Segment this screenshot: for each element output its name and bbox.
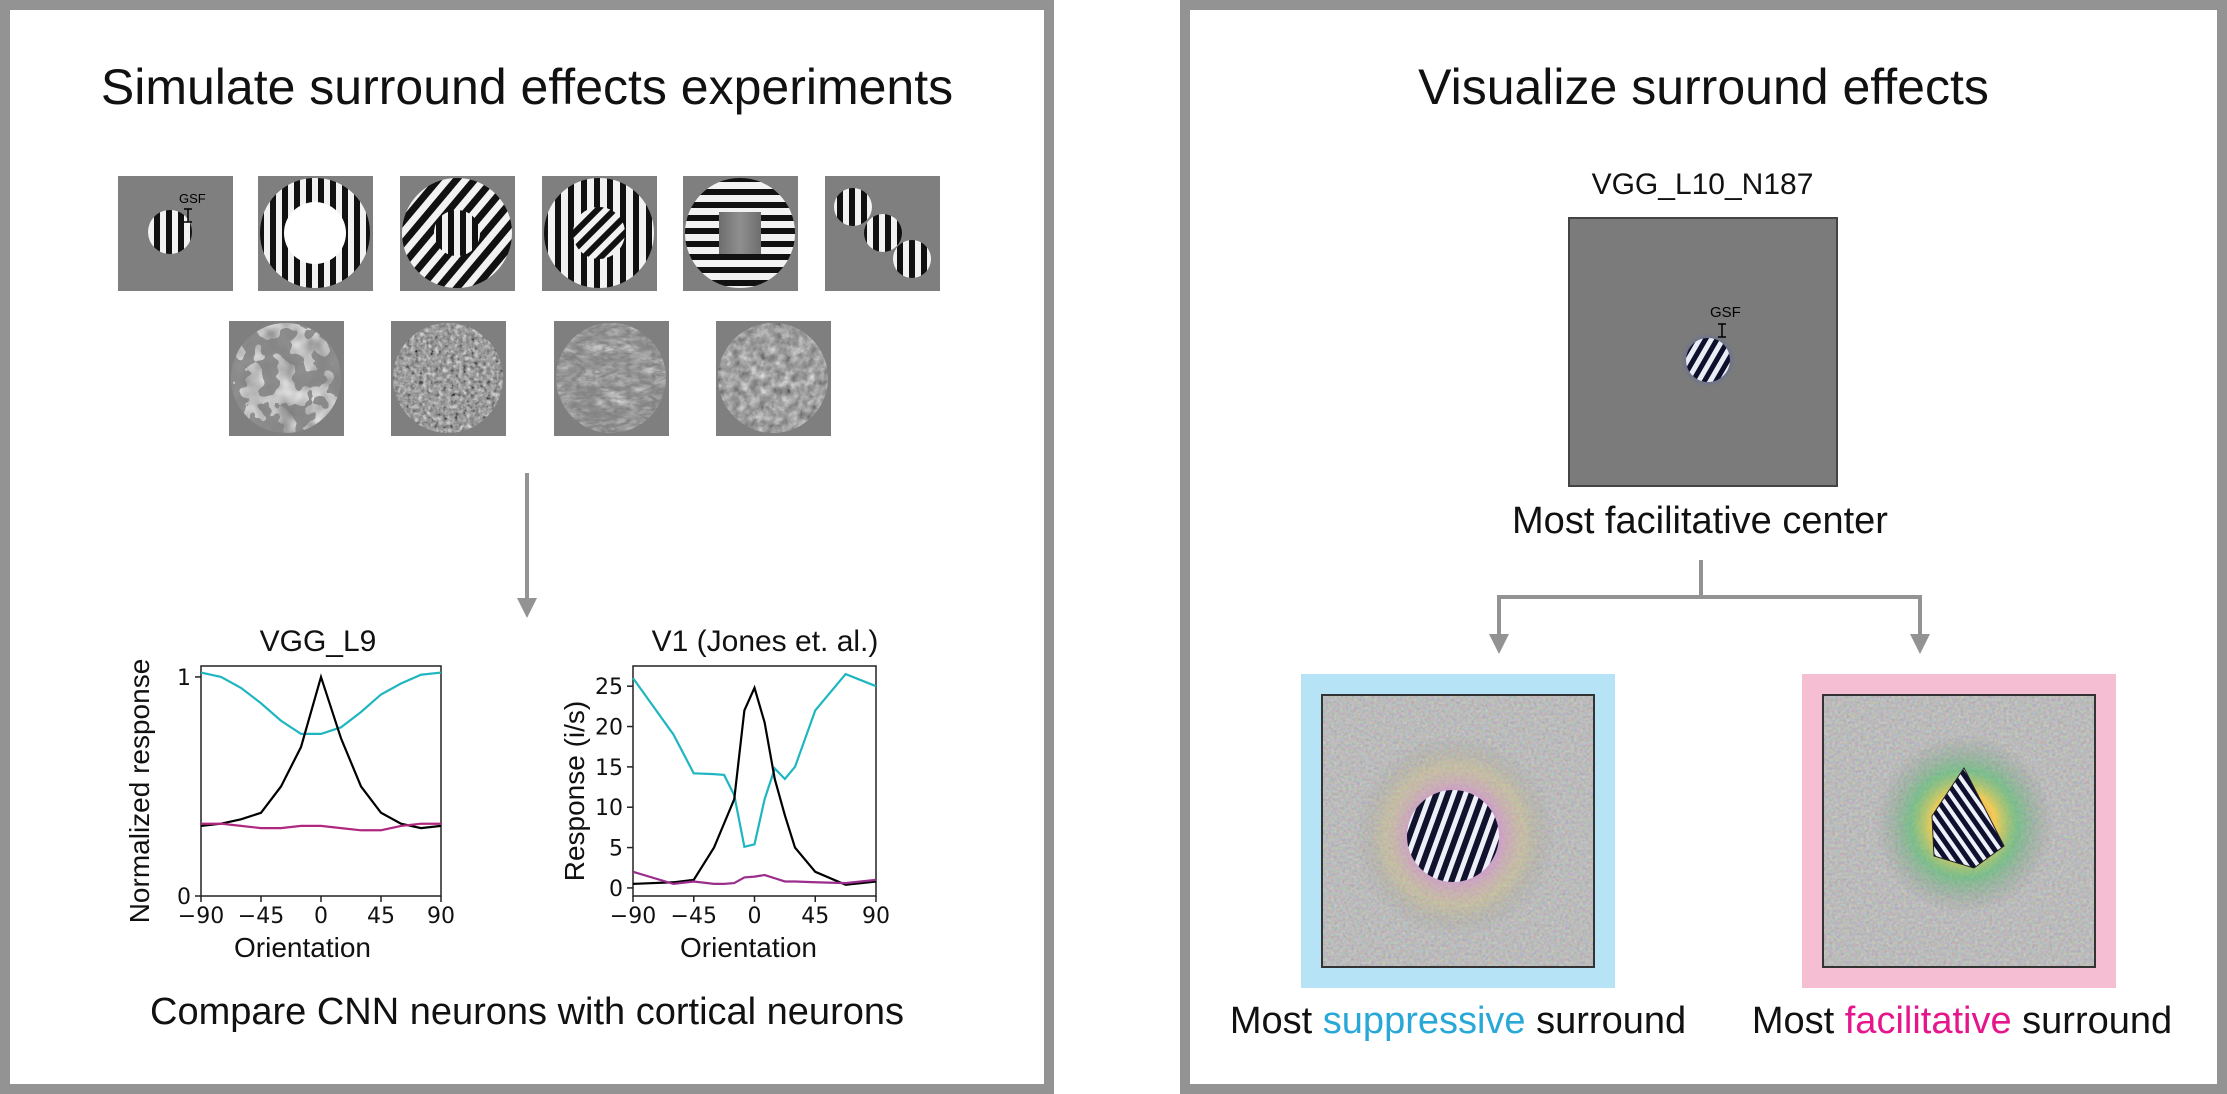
facilitative-caption-pre: Most	[1751, 1000, 1845, 1042]
stimulus-texture-1	[229, 321, 344, 436]
right-panel-title: Visualize surround effects	[1418, 59, 1989, 115]
center-visualization: GSF	[1568, 217, 1838, 487]
left-panel-caption: Compare CNN neurons with cortical neuron…	[150, 991, 904, 1033]
suppressive-caption-pre: Most	[1229, 1000, 1323, 1042]
stimulus-center-grating: GSF	[118, 176, 233, 291]
chart-2-svg: −90 −45 0 45 90 0 5 10 15 20 25	[595, 665, 890, 929]
chart-2-plot-frame	[632, 665, 877, 897]
chart-1-x-tick-label: 90	[427, 904, 455, 929]
center-gsf-label: GSF	[1710, 304, 1741, 321]
chart-2-y-tick-label: 10	[595, 796, 623, 821]
chart-2-y-tick-label: 0	[609, 877, 623, 902]
stimulus-aligned-patches	[825, 176, 940, 291]
neuron-label: VGG_L10_N187	[1591, 168, 1814, 201]
center-grating-graphic: GSF	[148, 191, 206, 254]
chart-2-xlabel: Orientation	[680, 932, 817, 963]
stimulus-cross-surround	[542, 176, 657, 291]
stimulus-annulus	[258, 176, 373, 291]
chart-1-svg: −90 −45 0 45 90 0 1	[177, 665, 455, 929]
suppressive-caption: Most suppressive surround	[1208, 1000, 1708, 1043]
suppressive-visualization	[1321, 694, 1595, 968]
chart-1-x-tick-label: −45	[238, 904, 284, 929]
facilitative-caption-highlight: facilitative	[1844, 1000, 2012, 1042]
chart-1-xlabel: Orientation	[234, 932, 371, 963]
chart-2-x-tick-label: 90	[862, 904, 890, 929]
suppressive-caption-highlight: suppressive	[1322, 1000, 1526, 1042]
chart-1-series-line-2	[201, 822, 441, 832]
chart-1-ylabel: Normalized response	[124, 658, 155, 924]
suppressive-caption-post: surround	[1525, 1000, 1687, 1042]
stimulus-texture-3	[554, 321, 669, 436]
chart-1-y-tick-label: 1	[177, 666, 191, 691]
stimulus-iso-surround	[400, 176, 515, 291]
chart-1-series-line-1	[200, 673, 442, 830]
facilitative-caption: Most facilitative surround	[1712, 1000, 2212, 1043]
chart-2-series-line-2	[632, 870, 877, 886]
facilitative-caption-post: surround	[2011, 1000, 2173, 1042]
chart-1-series-line-0	[200, 671, 442, 736]
center-caption: Most facilitative center	[1512, 500, 1888, 542]
chart-1-plot-frame	[200, 665, 442, 897]
chart-2-x-tick-label: 45	[801, 904, 829, 929]
chart-2-title: V1 (Jones et. al.)	[651, 625, 879, 658]
chart-2-x-tick-label: 0	[748, 904, 762, 929]
chart-2-y-tick-label: 20	[595, 716, 623, 741]
stimulus-ortho-surround	[683, 176, 798, 291]
stimulus-texture-4	[716, 321, 831, 436]
stimulus-texture-2	[391, 321, 506, 436]
chart-1-title: VGG_L9	[259, 625, 377, 658]
chart-2-series-line-0	[632, 672, 877, 849]
chart-2-y-tick-label: 25	[595, 675, 623, 700]
chart-2-y-tick-label: 15	[595, 756, 623, 781]
chart-2-x-tick-label: −45	[671, 904, 717, 929]
chart-2-x-tick-label: −90	[610, 904, 656, 929]
chart-1-x-tick-label: 45	[367, 904, 395, 929]
chart-1-x-tick-label: −90	[178, 904, 224, 929]
stimulus-gsf-label: GSF	[179, 191, 206, 206]
left-panel-title: Simulate surround effects experiments	[100, 59, 954, 115]
facilitative-visualization	[1822, 694, 2096, 968]
chart-1-x-tick-label: 0	[314, 904, 328, 929]
chart-2-series-line-1	[632, 684, 877, 886]
chart-2-y-tick-label: 5	[609, 837, 623, 862]
chart-1-y-tick-label: 0	[177, 885, 191, 910]
